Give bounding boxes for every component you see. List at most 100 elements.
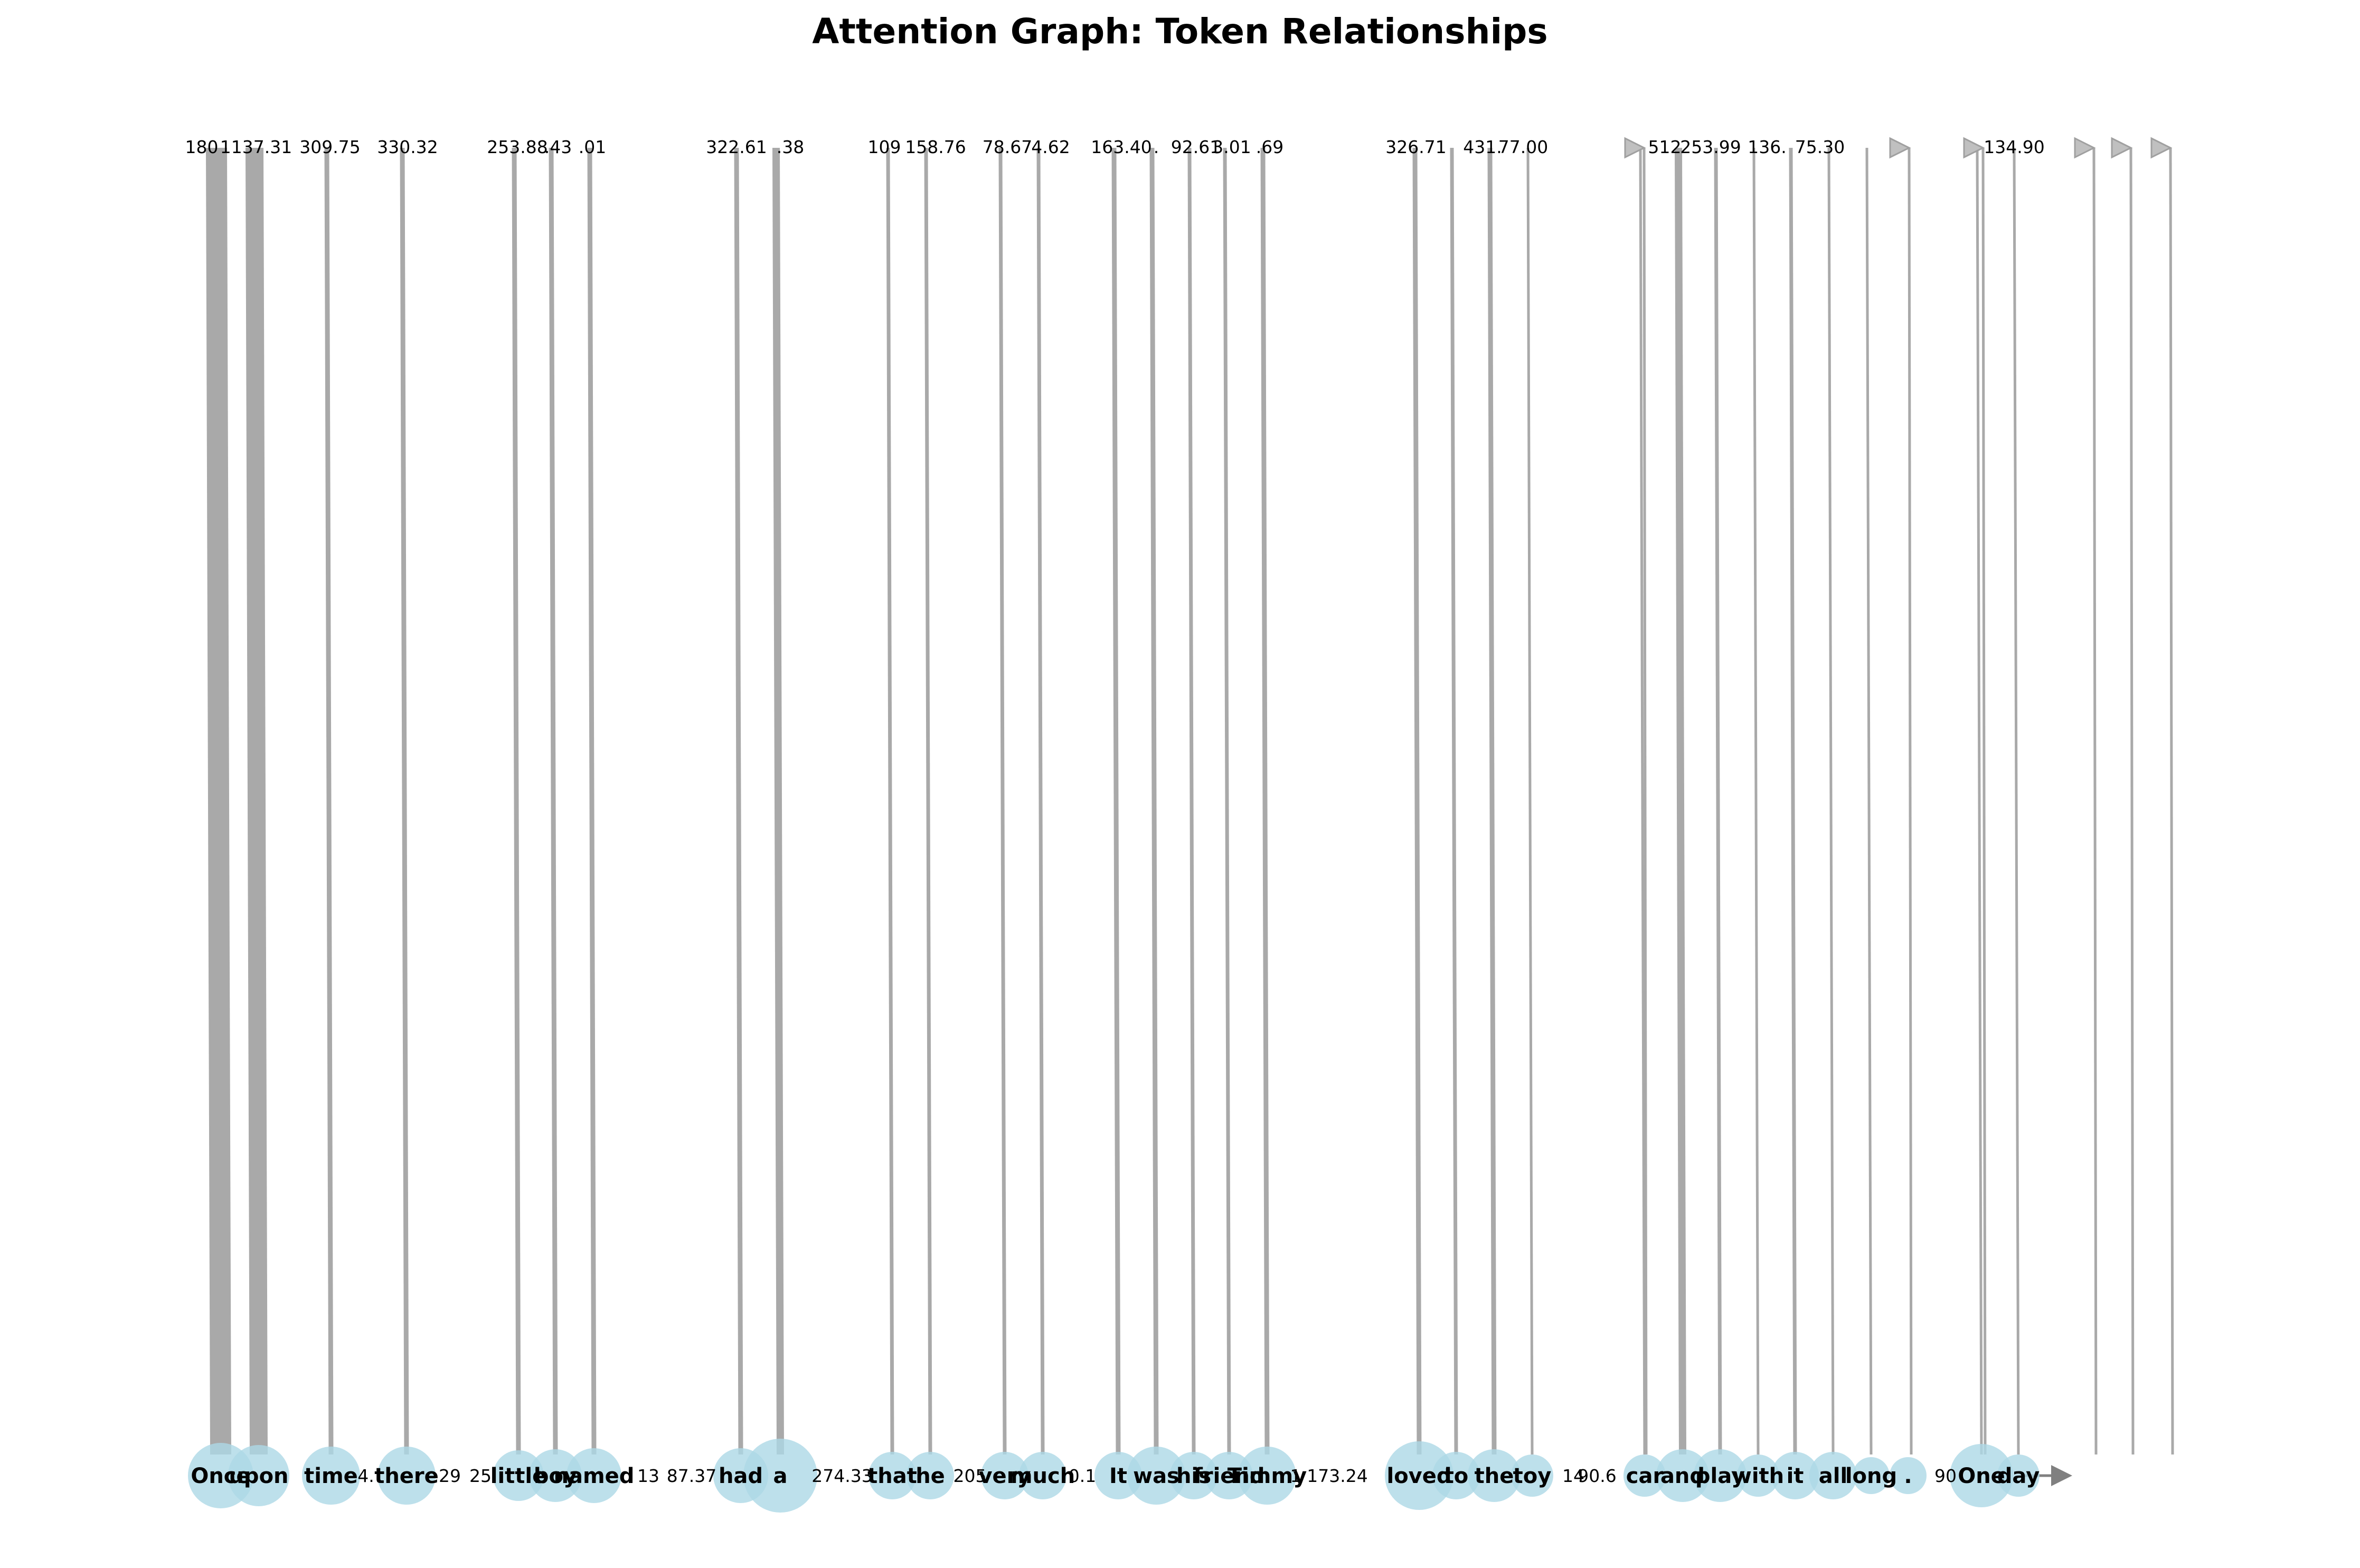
attention-edge xyxy=(2013,147,2020,1455)
attention-edge xyxy=(1789,147,1797,1455)
side-weight-label: 14 xyxy=(1562,1466,1584,1486)
token-label: very xyxy=(978,1464,1031,1488)
side-weight-label: 4. xyxy=(357,1466,374,1486)
attention-edge xyxy=(400,147,409,1455)
token-node xyxy=(1432,1452,1480,1499)
edge-arrowhead xyxy=(1889,137,1911,159)
attention-edge xyxy=(1187,147,1196,1455)
token-node xyxy=(493,1450,544,1501)
attention-edge xyxy=(998,147,1007,1455)
attention-edge xyxy=(2129,147,2135,1455)
edge-weight-label: 158.76 xyxy=(905,137,966,157)
edge-weight-label: 253.88 xyxy=(487,137,547,157)
token-label: his xyxy=(1176,1464,1211,1488)
attention-edge xyxy=(1908,147,1913,1455)
node-layer xyxy=(188,1439,2040,1513)
attention-edge xyxy=(1714,147,1722,1455)
attention-edge xyxy=(1981,147,1987,1455)
attention-edge xyxy=(734,147,743,1455)
attention-edge xyxy=(246,147,268,1455)
edge-weight-label: 512 xyxy=(1648,137,1682,157)
token-label: had xyxy=(719,1464,763,1488)
side-weight-label: 29 xyxy=(439,1466,461,1486)
edge-arrowhead xyxy=(1624,137,1646,159)
edge-weight-label: 92.61 xyxy=(1171,137,1221,157)
side-weight-label: 1 xyxy=(1290,1466,1301,1486)
edge-weight-label: .43 xyxy=(544,137,572,157)
token-label: that xyxy=(867,1464,917,1488)
token-node xyxy=(869,1452,916,1499)
edge-arrowhead xyxy=(2111,137,2133,159)
attention-edge xyxy=(587,147,597,1455)
token-label: Once xyxy=(191,1464,250,1488)
attention-edge xyxy=(1149,147,1159,1455)
edge-weight-label: 163.40 xyxy=(1091,137,1151,157)
token-label: friend xyxy=(1193,1464,1264,1488)
edge-weight-label: 4.62 xyxy=(1031,137,1070,157)
edge-arrowhead xyxy=(2074,137,2096,159)
token-label: . xyxy=(1904,1464,1912,1488)
attention-edge xyxy=(1412,147,1422,1455)
edge-weight-label: 180 xyxy=(185,137,219,157)
token-label: car xyxy=(1626,1464,1664,1488)
attention-edge xyxy=(1675,147,1686,1455)
token-node xyxy=(1853,1457,1890,1494)
edge-weight-label: 322.61 xyxy=(706,137,767,157)
token-label: play xyxy=(1695,1464,1745,1488)
token-label: day xyxy=(1997,1464,2040,1488)
token-node xyxy=(1950,1444,2013,1507)
attention-edge xyxy=(512,147,521,1455)
side-weight-label: 274.33 xyxy=(811,1466,872,1486)
side-weight-label: 13 xyxy=(637,1466,659,1486)
token-node xyxy=(1238,1447,1296,1505)
edge-weight-label: .38 xyxy=(777,137,804,157)
token-node xyxy=(1127,1447,1185,1505)
attention-edge xyxy=(2169,147,2174,1455)
token-label: was xyxy=(1133,1464,1179,1488)
attention-edge xyxy=(772,147,784,1455)
token-node xyxy=(981,1452,1028,1499)
edge-weight-label: .69 xyxy=(1256,137,1283,157)
attention-edge xyxy=(1450,147,1458,1455)
token-node xyxy=(907,1452,954,1499)
token-label: time xyxy=(304,1464,358,1488)
token-label: much xyxy=(1011,1464,1075,1488)
edge-weight-label: 1137.31 xyxy=(220,137,292,157)
edge-weight-label: 109 xyxy=(868,137,901,157)
token-node xyxy=(1511,1454,1553,1497)
graph-title: Attention Graph: Token Relationships xyxy=(812,11,1547,52)
arrowhead-layer xyxy=(1624,137,2173,1486)
edge-weight-label: . xyxy=(1154,137,1159,157)
token-node xyxy=(1694,1449,1747,1502)
token-label: a xyxy=(773,1464,788,1488)
edge-weight-label: 309.75 xyxy=(299,137,360,157)
token-label: he xyxy=(915,1464,945,1488)
token-label: and xyxy=(1660,1464,1705,1488)
edge-weight-label: 77.00 xyxy=(1498,137,1548,157)
attention-edge xyxy=(1223,147,1231,1455)
token-node xyxy=(1771,1452,1819,1499)
token-node xyxy=(1385,1441,1453,1510)
attention-edge xyxy=(1752,147,1760,1455)
attention-edge xyxy=(1111,147,1121,1455)
attention-edge xyxy=(1639,147,1646,1455)
attention-edge xyxy=(886,147,894,1455)
edge-weight-label: 330.32 xyxy=(377,137,438,157)
token-node xyxy=(529,1449,582,1502)
side-weight-label: 87.37 xyxy=(667,1466,716,1486)
token-label: it xyxy=(1787,1464,1804,1488)
token-label: loved xyxy=(1386,1464,1451,1488)
attention-edge xyxy=(2092,147,2098,1455)
side-weight-label: 90.6 xyxy=(1578,1466,1616,1486)
attention-edge xyxy=(1036,147,1045,1455)
attention-edge xyxy=(1260,147,1270,1455)
edge-weight-label: 75.30 xyxy=(1795,137,1845,157)
attention-edge xyxy=(1487,147,1497,1455)
token-label: there xyxy=(374,1464,439,1488)
token-node xyxy=(228,1445,289,1506)
token-label: Timmy xyxy=(1228,1464,1307,1488)
side-weight-label: 0.1 xyxy=(1069,1466,1096,1486)
token-label: little xyxy=(490,1464,547,1488)
token-node xyxy=(567,1448,621,1503)
